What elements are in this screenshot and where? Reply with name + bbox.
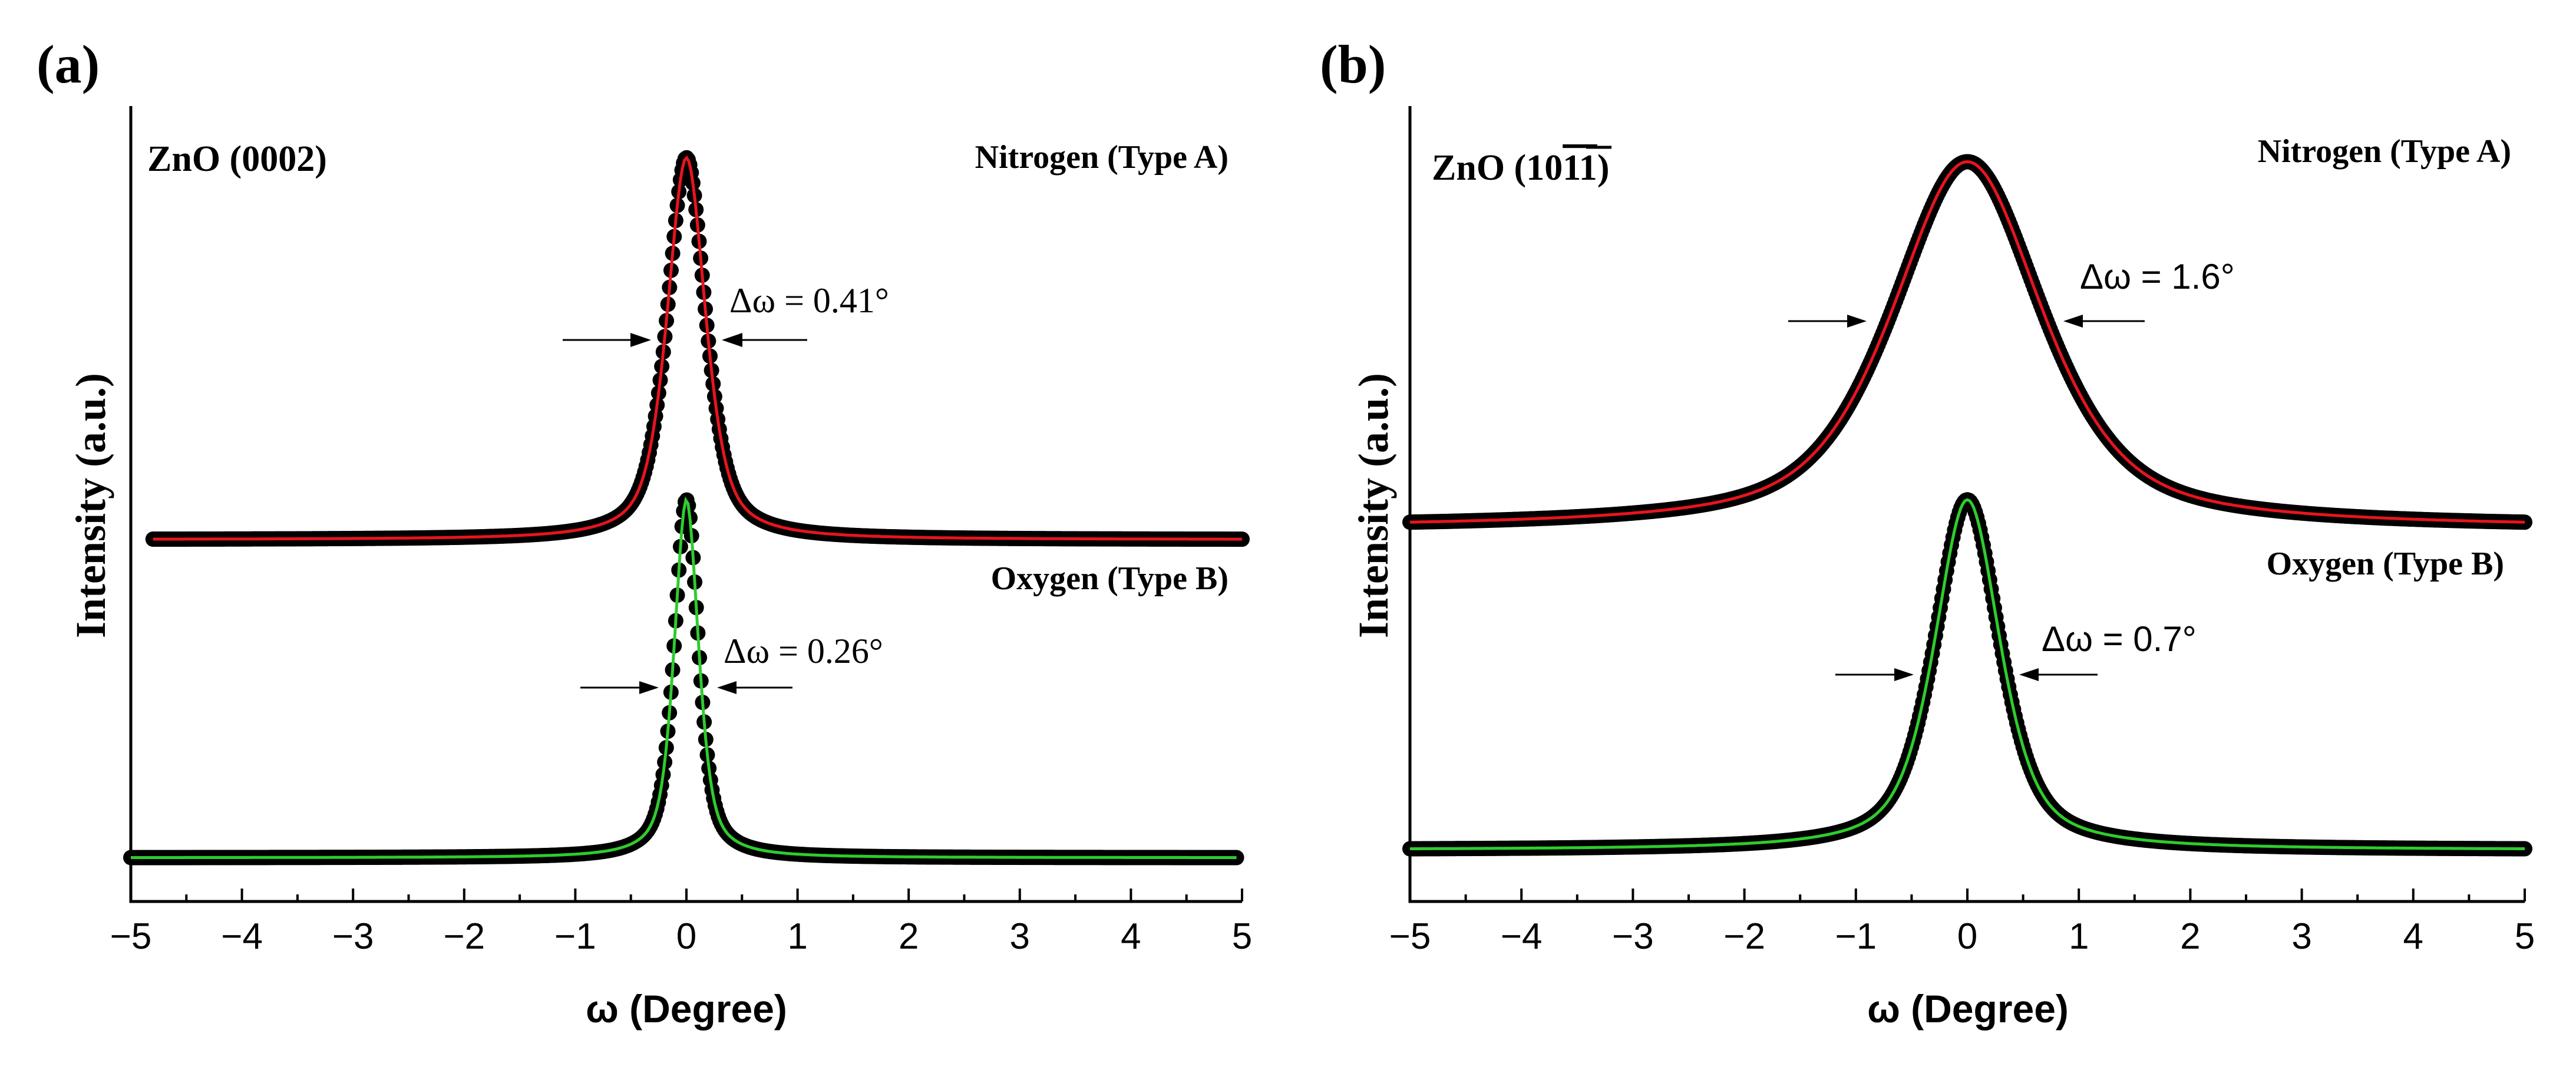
sample-title-a: ZnO (0002)	[147, 139, 327, 179]
x-axis-label-a: ω (Degree)	[586, 987, 787, 1031]
arrow-head-icon	[630, 333, 651, 347]
plot-area-b: −5 −4 −3 −2 −1 0 1 2 3 4 5	[1389, 106, 2535, 957]
arrow-head-icon	[639, 681, 659, 694]
x-tick-label-b: −3	[1612, 916, 1654, 957]
x-ticks-a: −5 −4 −3 −2 −1 0 1 2 3 4 5	[110, 889, 1252, 957]
fits-a	[131, 155, 1242, 859]
y-axis-label-a: Intensity (a.u.)	[67, 373, 114, 638]
fwhm-annotation-b-nitrogen: Δω = 1.6°	[1788, 257, 2235, 328]
series-label-b-oxygen: Oxygen (Type B)	[2267, 546, 2504, 582]
arrow-head-icon	[717, 681, 737, 694]
arrow-head-icon	[1894, 668, 1914, 681]
x-tick-label-a: 1	[787, 916, 807, 957]
y-axis-label-b: Intensity (a.u.)	[1350, 373, 1397, 638]
x-tick-label-a: −2	[443, 916, 485, 957]
x-tick-label-b: 4	[2403, 916, 2423, 957]
x-tick-label-b: 5	[2515, 916, 2535, 957]
x-tick-label-a: 4	[1121, 916, 1141, 957]
series-label-a-oxygen: Oxygen (Type B)	[991, 560, 1228, 597]
x-tick-label-a: 2	[899, 916, 919, 957]
fwhm-annotation-a-oxygen: Δω = 0.26°	[580, 632, 883, 694]
x-tick-label-b: 2	[2180, 916, 2200, 957]
panel-label-a: (a)	[37, 34, 100, 94]
fwhm-label-b-nitrogen: Δω = 1.6°	[2080, 257, 2235, 296]
x-tick-label-a: −4	[221, 916, 263, 957]
x-tick-label-a: −3	[332, 916, 374, 957]
sample-title-b-overbar: 11	[1563, 148, 1597, 188]
fwhm-annotation-b-oxygen: Δω = 0.7°	[1835, 619, 2197, 681]
fwhm-label-b-oxygen: Δω = 0.7°	[2042, 619, 2197, 659]
x-tick-label-b: 3	[2291, 916, 2311, 957]
panel-label-b: (b)	[1320, 34, 1386, 94]
x-tick-label-a: 0	[676, 916, 696, 957]
x-tick-label-a: −5	[110, 916, 152, 957]
x-tick-label-a: 5	[1232, 916, 1252, 957]
arrow-head-icon	[2019, 668, 2039, 681]
data-points-a	[123, 150, 1250, 866]
x-tick-label-b: 1	[2069, 916, 2089, 957]
sample-title-b: ZnO (1011)	[1432, 148, 1609, 188]
x-tick-label-a: 3	[1010, 916, 1030, 957]
sample-title-b-base: ZnO (10	[1432, 148, 1563, 188]
x-tick-label-b: −2	[1723, 916, 1765, 957]
x-ticks-b: −5 −4 −3 −2 −1 0 1 2 3 4 5	[1389, 889, 2535, 957]
fit-line-b-nitrogen	[1409, 160, 2525, 524]
plot-area-a: −5 −4 −3 −2 −1 0 1 2 3 4 5	[110, 106, 1252, 957]
fwhm-label-a-oxygen: Δω = 0.26°	[724, 632, 883, 671]
panel-a: (a) Intensity (a.u.) −5 −4 −3 −2 −1 0 1 2 3 4 5 Zn…	[37, 34, 1252, 1031]
series-label-a-nitrogen: Nitrogen (Type A)	[975, 139, 1228, 176]
fit-line-a-nitrogen	[153, 155, 1242, 541]
x-tick-label-b: 0	[1957, 916, 1977, 957]
fwhm-label-a-nitrogen: Δω = 0.41°	[729, 281, 889, 320]
arrow-head-icon	[722, 333, 742, 347]
data-points-b	[1402, 154, 2532, 857]
fwhm-annotation-a-nitrogen: Δω = 0.41°	[563, 281, 889, 347]
arrow-head-icon	[1847, 315, 1867, 328]
x-tick-label-a: −1	[554, 916, 596, 957]
panel-b: (b) Intensity (a.u.) −5 −4 −3 −2 −1 0 1 2 3 4 5 Zn…	[1320, 34, 2535, 1031]
fit-line-a-oxygen	[131, 496, 1237, 859]
x-axis-label-b: ω (Degree)	[1867, 987, 2069, 1031]
x-tick-label-b: −1	[1835, 916, 1877, 957]
x-tick-label-b: −5	[1389, 916, 1431, 957]
fits-b	[1409, 160, 2525, 850]
sample-title-b-end: )	[1597, 148, 1610, 188]
arrow-head-icon	[2063, 315, 2083, 328]
fit-line-b-oxygen	[1410, 498, 2525, 850]
series-label-b-nitrogen: Nitrogen (Type A)	[2258, 133, 2511, 170]
x-tick-label-b: −4	[1501, 916, 1543, 957]
